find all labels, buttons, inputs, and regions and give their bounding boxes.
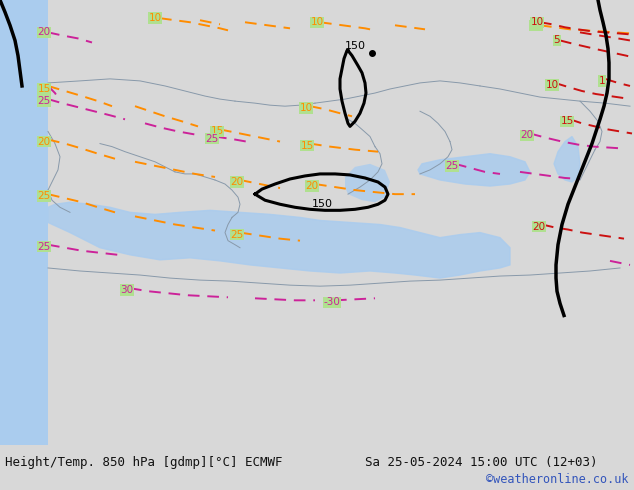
Text: 150: 150 (311, 199, 332, 209)
Text: 20: 20 (37, 137, 51, 147)
Text: 25: 25 (205, 134, 219, 144)
Polygon shape (345, 164, 390, 202)
Text: 20: 20 (306, 181, 318, 191)
Text: 15: 15 (210, 126, 224, 136)
Text: -30: -30 (323, 297, 340, 307)
Text: 150: 150 (344, 41, 365, 50)
Text: 20: 20 (230, 177, 243, 187)
Text: 20: 20 (37, 27, 51, 37)
Text: 25: 25 (37, 96, 51, 106)
Polygon shape (418, 154, 530, 186)
Text: 1: 1 (598, 76, 605, 86)
Text: 20: 20 (533, 221, 546, 231)
Text: Height/Temp. 850 hPa [gdmp][°C] ECMWF: Height/Temp. 850 hPa [gdmp][°C] ECMWF (5, 456, 283, 468)
Text: 15: 15 (560, 116, 574, 126)
Text: 10: 10 (148, 13, 162, 23)
Text: 15: 15 (301, 141, 314, 150)
Polygon shape (48, 202, 510, 278)
Polygon shape (0, 0, 48, 445)
Text: 10: 10 (545, 80, 559, 90)
Text: ©weatheronline.co.uk: ©weatheronline.co.uk (486, 473, 629, 487)
Text: 25: 25 (37, 191, 51, 201)
Text: 10: 10 (529, 20, 543, 30)
Text: 10: 10 (531, 17, 543, 27)
Text: 25: 25 (37, 242, 51, 252)
Text: Sa 25-05-2024 15:00 UTC (12+03): Sa 25-05-2024 15:00 UTC (12+03) (365, 456, 597, 468)
Text: 25: 25 (445, 161, 458, 171)
Text: 30: 30 (120, 285, 134, 295)
Text: 20: 20 (521, 130, 534, 141)
Text: 25: 25 (230, 230, 243, 240)
Text: 10: 10 (311, 17, 323, 27)
Text: 5: 5 (553, 35, 560, 46)
Text: 10: 10 (299, 103, 313, 113)
Polygon shape (554, 137, 580, 182)
Text: 15: 15 (37, 84, 51, 94)
